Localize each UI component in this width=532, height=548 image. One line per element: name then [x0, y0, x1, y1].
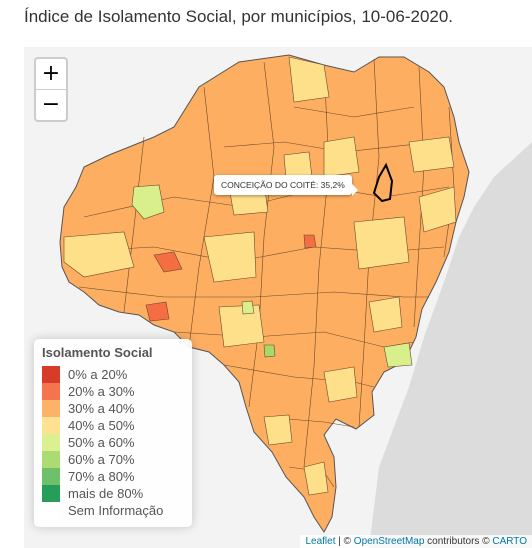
municipality-conceicao-do-coite[interactable]: [372, 162, 394, 203]
legend-title: Isolamento Social: [42, 345, 153, 360]
legend-swatch: [42, 468, 60, 485]
legend-item: 50% a 60%: [42, 434, 184, 451]
municipality[interactable]: [218, 304, 265, 348]
state-outline[interactable]: [59, 54, 470, 533]
attribution-mid: contributors ©: [424, 536, 493, 547]
map-container[interactable]: + − CONCEIÇÃO DO COITÉ: 35,2% Isolamento…: [24, 47, 532, 548]
legend-label: 20% a 30%: [68, 384, 135, 399]
legend-swatch: [42, 485, 60, 502]
attribution-sep: | ©: [335, 536, 354, 547]
zoom-out-button[interactable]: −: [41, 92, 61, 117]
legend-label: 0% a 20%: [68, 367, 128, 382]
legend-label: 60% a 70%: [68, 452, 135, 467]
municipality[interactable]: [131, 184, 165, 220]
leaflet-link[interactable]: Leaflet: [305, 536, 336, 547]
legend-swatch: [42, 434, 60, 451]
legend-swatch: [42, 451, 60, 468]
legend-item: Sem Informação: [42, 502, 184, 519]
attribution: Leaflet | © OpenStreetMap contributors ©…: [300, 535, 532, 548]
municipality-polygons[interactable]: [63, 56, 457, 496]
municipality[interactable]: [263, 414, 293, 446]
page-title: Índice de Isolamento Social, por municíp…: [24, 7, 454, 26]
municipality[interactable]: [418, 186, 457, 233]
municipality[interactable]: [368, 296, 403, 333]
legend-item: 30% a 40%: [42, 400, 184, 417]
legend-label: 70% a 80%: [68, 469, 135, 484]
municipality[interactable]: [383, 342, 413, 368]
osm-link[interactable]: OpenStreetMap: [353, 536, 425, 547]
municipality[interactable]: [263, 344, 276, 358]
municipality-tooltip: CONCEIÇÃO DO COITÉ: 35,2%: [214, 175, 358, 196]
municipality[interactable]: [353, 216, 410, 270]
legend-label: 30% a 40%: [68, 401, 135, 416]
legend-item: 60% a 70%: [42, 451, 184, 468]
legend-swatch: [42, 502, 60, 519]
legend-swatch: [42, 366, 60, 383]
municipality[interactable]: [153, 251, 183, 273]
legend-swatch: [42, 400, 60, 417]
legend: Isolamento Social 0% a 20% 20% a 30% 30%…: [34, 339, 192, 527]
municipality[interactable]: [323, 366, 358, 403]
municipality[interactable]: [288, 56, 330, 103]
municipality[interactable]: [303, 234, 317, 249]
legend-item: 0% a 20%: [42, 366, 184, 383]
municipality[interactable]: [63, 231, 135, 278]
legend-label: Sem Informação: [68, 503, 164, 518]
legend-item: mais de 80%: [42, 485, 184, 502]
legend-label: 50% a 60%: [68, 435, 135, 450]
legend-label: 40% a 50%: [68, 418, 135, 433]
municipality[interactable]: [303, 461, 329, 496]
legend-swatch: [42, 417, 60, 434]
legend-label: mais de 80%: [68, 486, 144, 501]
legend-item: 40% a 50%: [42, 417, 184, 434]
municipality[interactable]: [241, 300, 255, 315]
municipality[interactable]: [323, 136, 360, 178]
legend-item: 70% a 80%: [42, 468, 184, 485]
municipality[interactable]: [408, 136, 455, 173]
municipality[interactable]: [203, 231, 257, 283]
municipality[interactable]: [145, 301, 170, 322]
legend-item: 20% a 30%: [42, 383, 184, 400]
carto-link[interactable]: CARTO: [492, 536, 527, 547]
zoom-in-button[interactable]: +: [36, 59, 66, 90]
zoom-control: + −: [34, 57, 68, 122]
legend-swatch: [42, 383, 60, 400]
